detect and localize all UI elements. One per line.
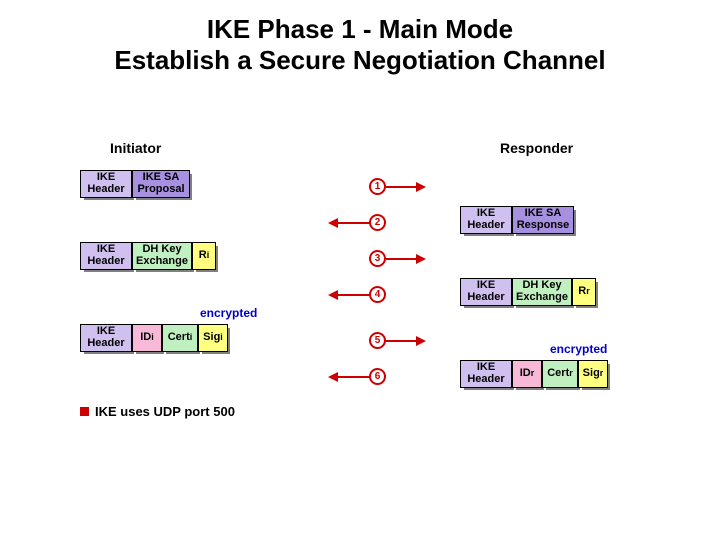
block-ike-header: IKEHeader: [80, 242, 132, 270]
step-circle-4: 4: [369, 286, 386, 303]
block-ike-header: IKEHeader: [460, 206, 512, 234]
block-ike-header: IKEHeader: [80, 324, 132, 352]
arrow-5: 5: [328, 330, 428, 352]
title-line1: IKE Phase 1 - Main Mode: [0, 14, 720, 45]
step-circle-5: 5: [369, 332, 386, 349]
bullet-icon: [80, 407, 89, 416]
msg-msg2: IKEHeaderIKE SAResponse: [460, 206, 574, 234]
title-line2: Establish a Secure Negotiation Channel: [0, 45, 720, 76]
block-ike-header: IKEHeader: [460, 278, 512, 306]
msg-msg5: IKEHeaderIDiCertiSigi: [80, 324, 228, 352]
block-ike-header: IKEHeader: [80, 170, 132, 198]
step-circle-3: 3: [369, 250, 386, 267]
block-sig: Sigi: [198, 324, 228, 352]
msg-msg6: IKEHeaderIDrCertrSigr: [460, 360, 608, 388]
block-id: IDr: [512, 360, 542, 388]
page-title: IKE Phase 1 - Main Mode Establish a Secu…: [0, 0, 720, 76]
msg-msg1: IKEHeaderIKE SAProposal: [80, 170, 190, 198]
arrow-2: 2: [328, 212, 428, 234]
step-circle-2: 2: [369, 214, 386, 231]
block-ike-header: IKEHeader: [460, 360, 512, 388]
encrypted-label-0: encrypted: [200, 306, 257, 320]
arrow-3: 3: [328, 248, 428, 270]
block-id: IDi: [132, 324, 162, 352]
msg-msg4: IKEHeaderDH KeyExchangeRr: [460, 278, 596, 306]
block-ike-sa-proposal: IKE SAProposal: [132, 170, 190, 198]
block-sig: Sigr: [578, 360, 608, 388]
footer-text: IKE uses UDP port 500: [95, 404, 235, 419]
responder-header: Responder: [500, 140, 573, 156]
block-r: Rr: [572, 278, 596, 306]
arrow-6: 6: [328, 366, 428, 388]
block-dh-key-exchange: DH KeyExchange: [512, 278, 572, 306]
block-r: Ri: [192, 242, 216, 270]
arrow-4: 4: [328, 284, 428, 306]
block-dh-key-exchange: DH KeyExchange: [132, 242, 192, 270]
block-cert: Certi: [162, 324, 198, 352]
footer-note: IKE uses UDP port 500: [80, 404, 235, 419]
block-cert: Certr: [542, 360, 578, 388]
encrypted-label-1: encrypted: [550, 342, 607, 356]
step-circle-6: 6: [369, 368, 386, 385]
step-circle-1: 1: [369, 178, 386, 195]
block-ike-sa-response: IKE SAResponse: [512, 206, 574, 234]
initiator-header: Initiator: [110, 140, 161, 156]
arrow-1: 1: [328, 176, 428, 198]
msg-msg3: IKEHeaderDH KeyExchangeRi: [80, 242, 216, 270]
